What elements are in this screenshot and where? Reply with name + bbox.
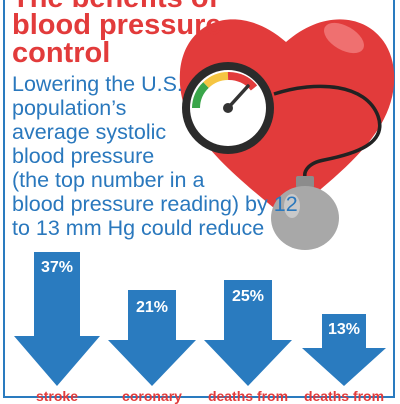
deaths-1-percent: 25% [231,288,265,305]
stroke-arrow: 37% [14,252,100,386]
infographic-frame [3,0,395,398]
coronary-percent: 21% [135,299,169,316]
body-line-7: to 13 mm Hg could reduce [12,216,265,240]
down-arrow-icon [14,252,100,386]
down-arrow-icon [108,290,196,386]
coronary-arrow: 21% [108,290,196,386]
headline-line-2: control [12,37,111,69]
headline-line-0: The benefits of [12,0,218,14]
deaths-2-caption: deaths from [303,388,385,404]
down-arrow-icon [204,280,292,386]
stroke-percent: 37% [40,259,74,276]
inflation-bulb-icon [271,176,339,250]
heart-illustration [179,19,395,250]
body-line-2: population’s [12,96,127,120]
body-line-4: blood pressure [12,144,155,168]
body-line-1: Lowering the U.S. [12,72,183,96]
blood-pressure-gauge-icon [182,62,274,154]
headline-line-1: blood pressure [12,9,222,41]
deaths-arrow-1: 25% [204,280,292,386]
body-line-6: blood pressure reading) by 12 [12,192,298,216]
body-line-3: average systolic [12,120,167,144]
tube-icon [273,84,382,181]
deaths-2-percent: 13% [327,321,361,338]
coronary-caption: coronary [122,388,182,404]
down-arrow-icon [302,314,386,386]
deaths-arrow-2: 13% [302,314,386,386]
body-line-5: (the top number in a [12,168,205,192]
deaths-1-caption: deaths from [207,388,289,404]
stroke-caption: stroke [35,388,79,404]
